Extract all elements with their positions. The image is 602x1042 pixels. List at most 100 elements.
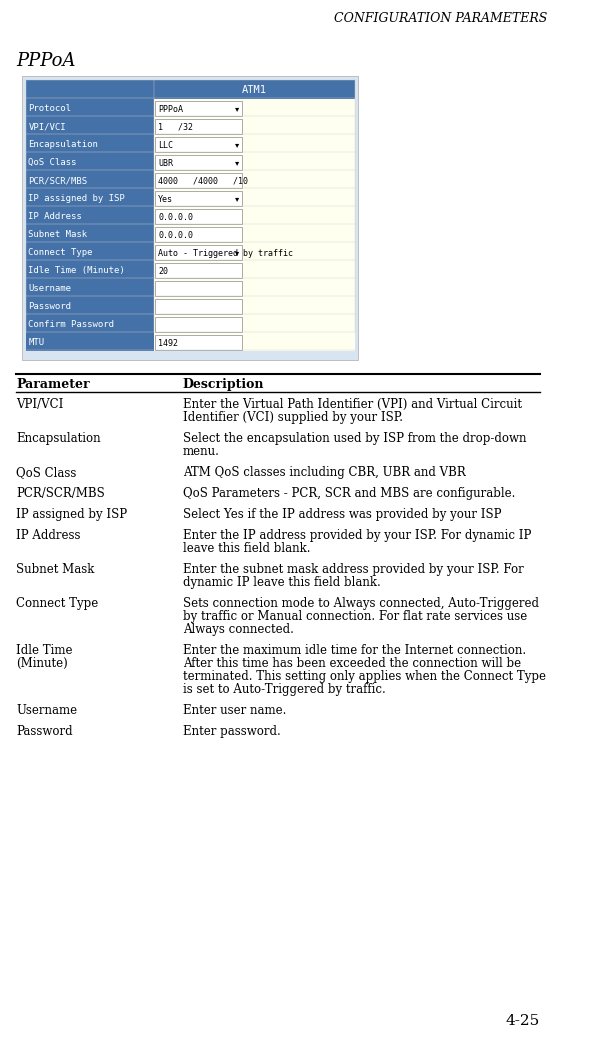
Text: Encapsulation: Encapsulation [16, 432, 101, 445]
FancyBboxPatch shape [26, 135, 154, 153]
Text: Select the encapsulation used by ISP from the drop-down: Select the encapsulation used by ISP fro… [183, 432, 526, 445]
Text: LLC: LLC [158, 141, 173, 149]
Text: dynamic IP leave this field blank.: dynamic IP leave this field blank. [183, 576, 380, 589]
Text: 20: 20 [158, 267, 168, 275]
FancyBboxPatch shape [154, 279, 355, 297]
Text: UBR: UBR [158, 158, 173, 168]
Text: 1492: 1492 [158, 339, 178, 347]
FancyBboxPatch shape [155, 173, 243, 188]
FancyBboxPatch shape [26, 171, 154, 189]
Text: QoS Class: QoS Class [28, 158, 76, 167]
Text: VPI/VCI: VPI/VCI [28, 122, 66, 131]
Text: is set to Auto-Triggered by traffic.: is set to Auto-Triggered by traffic. [183, 683, 386, 696]
Text: PPPoA: PPPoA [16, 52, 76, 70]
Text: ATM QoS classes including CBR, UBR and VBR: ATM QoS classes including CBR, UBR and V… [183, 466, 466, 479]
Text: Subnet Mask: Subnet Mask [28, 230, 87, 239]
FancyBboxPatch shape [26, 333, 154, 351]
FancyBboxPatch shape [26, 207, 154, 225]
FancyBboxPatch shape [26, 279, 154, 297]
FancyBboxPatch shape [155, 137, 243, 152]
FancyBboxPatch shape [155, 317, 243, 332]
Text: IP assigned by ISP: IP assigned by ISP [28, 194, 125, 203]
FancyBboxPatch shape [154, 189, 355, 207]
FancyBboxPatch shape [154, 171, 355, 189]
Text: IP assigned by ISP: IP assigned by ISP [16, 508, 128, 521]
Text: 0.0.0.0: 0.0.0.0 [158, 230, 193, 240]
FancyBboxPatch shape [26, 189, 154, 207]
Text: ATM1: ATM1 [242, 85, 267, 95]
Text: Encapsulation: Encapsulation [28, 140, 98, 149]
Text: Identifier (VCI) supplied by your ISP.: Identifier (VCI) supplied by your ISP. [183, 411, 403, 424]
Text: Always connected.: Always connected. [183, 623, 294, 636]
Text: PCR/SCR/MBS: PCR/SCR/MBS [16, 487, 105, 500]
Text: menu.: menu. [183, 445, 220, 458]
Text: VPI/VCI: VPI/VCI [16, 398, 64, 411]
Text: IP Address: IP Address [28, 212, 82, 221]
Text: Enter the subnet mask address provided by your ISP. For: Enter the subnet mask address provided b… [183, 563, 524, 576]
FancyBboxPatch shape [154, 243, 355, 260]
Text: ▾: ▾ [235, 248, 239, 257]
Text: After this time has been exceeded the connection will be: After this time has been exceeded the co… [183, 658, 521, 670]
Text: 1   /32: 1 /32 [158, 123, 193, 131]
FancyBboxPatch shape [26, 260, 154, 279]
Text: by traffic or Manual connection. For flat rate services use: by traffic or Manual connection. For fla… [183, 610, 527, 623]
FancyBboxPatch shape [155, 101, 243, 116]
FancyBboxPatch shape [154, 333, 355, 351]
Text: 0.0.0.0: 0.0.0.0 [158, 213, 193, 222]
FancyBboxPatch shape [155, 281, 243, 296]
FancyBboxPatch shape [155, 263, 243, 278]
Text: (Minute): (Minute) [16, 658, 68, 670]
Text: Sets connection mode to Always connected, Auto-Triggered: Sets connection mode to Always connected… [183, 597, 539, 610]
FancyBboxPatch shape [155, 155, 243, 170]
Text: Enter the IP address provided by your ISP. For dynamic IP: Enter the IP address provided by your IS… [183, 529, 532, 542]
Text: QoS Class: QoS Class [16, 466, 77, 479]
Text: Enter the maximum idle time for the Internet connection.: Enter the maximum idle time for the Inte… [183, 644, 526, 658]
Text: Auto - Triggered by traffic: Auto - Triggered by traffic [158, 248, 293, 257]
FancyBboxPatch shape [154, 117, 355, 135]
Text: Protocol: Protocol [28, 104, 72, 113]
FancyBboxPatch shape [155, 299, 243, 314]
FancyBboxPatch shape [154, 315, 355, 333]
Text: 4000   /4000   /10: 4000 /4000 /10 [158, 176, 248, 185]
FancyBboxPatch shape [155, 245, 243, 260]
Text: QoS Parameters - PCR, SCR and MBS are configurable.: QoS Parameters - PCR, SCR and MBS are co… [183, 487, 515, 500]
FancyBboxPatch shape [154, 297, 355, 315]
FancyBboxPatch shape [22, 76, 359, 359]
Text: Username: Username [16, 704, 78, 717]
Text: Password: Password [28, 302, 72, 311]
FancyBboxPatch shape [155, 119, 243, 134]
Text: Parameter: Parameter [16, 378, 90, 391]
Text: Enter the Virtual Path Identifier (VPI) and Virtual Circuit: Enter the Virtual Path Identifier (VPI) … [183, 398, 522, 411]
FancyBboxPatch shape [155, 191, 243, 206]
FancyBboxPatch shape [154, 260, 355, 279]
FancyBboxPatch shape [26, 243, 154, 260]
FancyBboxPatch shape [154, 207, 355, 225]
Text: PPPoA: PPPoA [158, 104, 183, 114]
FancyBboxPatch shape [155, 334, 243, 350]
Text: terminated. This setting only applies when the Connect Type: terminated. This setting only applies wh… [183, 670, 546, 683]
Text: PCR/SCR/MBS: PCR/SCR/MBS [28, 176, 87, 185]
Text: Idle Time: Idle Time [16, 644, 73, 658]
FancyBboxPatch shape [26, 297, 154, 315]
FancyBboxPatch shape [26, 225, 154, 243]
FancyBboxPatch shape [155, 209, 243, 224]
FancyBboxPatch shape [154, 99, 355, 117]
Text: Confirm Password: Confirm Password [28, 320, 114, 329]
Text: Connect Type: Connect Type [28, 248, 93, 257]
FancyBboxPatch shape [26, 99, 154, 117]
Text: ▾: ▾ [235, 195, 239, 203]
Text: Enter user name.: Enter user name. [183, 704, 287, 717]
Text: ▾: ▾ [235, 158, 239, 168]
Text: MTU: MTU [28, 338, 45, 347]
Text: Description: Description [183, 378, 264, 391]
Text: CONFIGURATION PARAMETERS: CONFIGURATION PARAMETERS [334, 13, 547, 25]
Text: Idle Time (Minute): Idle Time (Minute) [28, 266, 125, 275]
FancyBboxPatch shape [26, 153, 154, 171]
FancyBboxPatch shape [155, 227, 243, 242]
FancyBboxPatch shape [26, 117, 154, 135]
Text: Select Yes if the IP address was provided by your ISP: Select Yes if the IP address was provide… [183, 508, 501, 521]
FancyBboxPatch shape [26, 315, 154, 333]
Text: Connect Type: Connect Type [16, 597, 99, 610]
FancyBboxPatch shape [154, 153, 355, 171]
Text: IP Address: IP Address [16, 529, 81, 542]
